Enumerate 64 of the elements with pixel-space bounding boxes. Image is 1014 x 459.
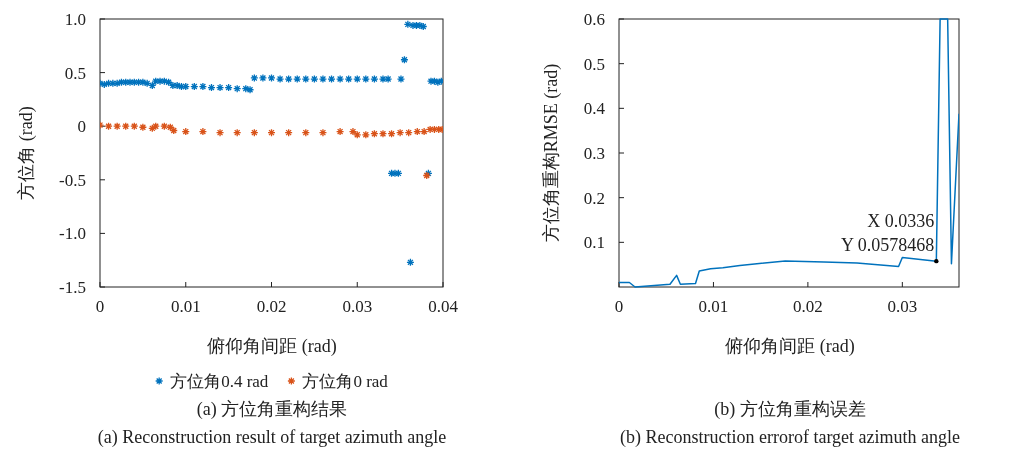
point — [419, 127, 429, 136]
y-axis-title: 方位角 (rad) — [16, 106, 37, 200]
x-tick-label: 0.03 — [887, 297, 918, 316]
text: (b) Reconstruction errorof target azimuth angle — [619, 427, 961, 448]
point — [301, 128, 310, 137]
text: (a) Reconstruction result of target azimuth angle — [97, 427, 447, 448]
x-tick-label: 0.03 — [342, 297, 373, 316]
annotation: X 0.0336 Y 0.0578468 — [840, 211, 935, 256]
x-axis-title: 俯仰角间距 (rad) — [725, 336, 855, 357]
point — [121, 122, 130, 131]
point — [160, 122, 169, 131]
x-tick-label: 0.02 — [793, 297, 823, 316]
point — [169, 126, 178, 135]
point — [250, 128, 259, 137]
x-tick-label: 0.02 — [256, 297, 287, 316]
point — [198, 127, 208, 136]
legend-label: 方位角0 rad — [302, 372, 389, 391]
line-series — [619, 18, 959, 288]
point — [113, 122, 122, 131]
point — [348, 127, 358, 136]
y-tick-label: 0 — [77, 117, 86, 137]
y-tick-label: -1.0 — [59, 224, 86, 244]
text: (b) 方位角重构误差 — [714, 399, 866, 420]
point — [413, 127, 422, 136]
text: (a) 方位角重构结果 — [196, 399, 348, 420]
point — [181, 127, 190, 136]
point — [138, 123, 148, 132]
point — [267, 128, 276, 137]
point — [361, 130, 370, 139]
point — [395, 128, 405, 137]
point — [233, 128, 242, 137]
point — [130, 122, 139, 131]
x-axis-title: 俯仰角间距 (rad) — [207, 336, 337, 357]
legend-label: 方位角0.4 rad — [170, 372, 269, 391]
y-tick-label: 0.6 — [583, 10, 605, 29]
point — [404, 128, 413, 137]
point — [148, 124, 157, 133]
point — [378, 129, 388, 138]
point — [104, 122, 113, 131]
x-tick-label: 0.04 — [428, 297, 459, 316]
y-tick-label: 0.5 — [64, 63, 86, 83]
point — [370, 129, 379, 138]
y-tick-label: 0.1 — [583, 233, 605, 253]
point — [166, 123, 175, 132]
point — [353, 130, 362, 139]
x-tick-label: 0 — [95, 297, 105, 316]
y-tick-label: 0.2 — [583, 188, 605, 208]
y-axis-title: 方位角重构RMSE (rad) — [541, 63, 562, 243]
point — [151, 122, 160, 131]
point — [335, 127, 345, 136]
point — [387, 129, 396, 138]
y-tick-label: 0.3 — [583, 144, 605, 163]
x-tick-label: 0.01 — [698, 297, 729, 316]
point — [284, 128, 293, 137]
y-tick-label: -0.5 — [59, 170, 86, 190]
point — [318, 128, 328, 137]
y-tick-label: 0.4 — [583, 99, 606, 119]
x-tick-label: 0.01 — [170, 297, 201, 316]
x-tick-label: 0 — [614, 297, 624, 316]
point — [430, 125, 439, 134]
y-tick-label: 1.0 — [64, 10, 86, 29]
y-tick-label: 0.5 — [583, 54, 605, 74]
y-tick-label: -1.5 — [59, 278, 86, 297]
point — [215, 128, 225, 137]
